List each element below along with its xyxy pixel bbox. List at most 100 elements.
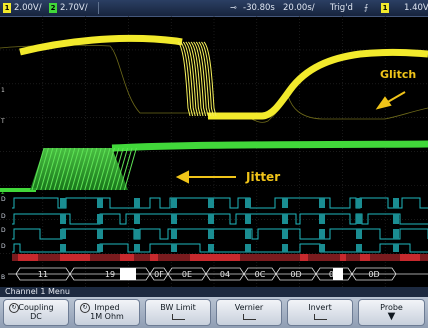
ch1-edge-trace bbox=[203, 41, 217, 117]
ch2-edge-trace bbox=[88, 147, 102, 191]
bus-activity-mark bbox=[300, 254, 308, 261]
digital-burst bbox=[134, 214, 140, 224]
status-bar: 1 2.00V/ 2 2.70V/ ⊸ -30.80s 20.00s/ Trig… bbox=[0, 0, 428, 17]
digital-burst bbox=[282, 198, 288, 208]
digital-burst bbox=[393, 229, 399, 239]
trigger-level[interactable]: 1.40V bbox=[404, 3, 428, 13]
softkey-label: Vernier bbox=[234, 303, 264, 312]
delay-icon: ⊸ bbox=[230, 3, 237, 12]
digital-burst bbox=[393, 214, 399, 224]
trigger-state: Trig'd bbox=[330, 3, 353, 13]
digital-burst bbox=[319, 214, 325, 224]
invert-softkey[interactable]: Invert bbox=[287, 299, 353, 326]
trigger-source-indicator: 1 bbox=[381, 3, 389, 13]
vernier-softkey[interactable]: Vernier bbox=[216, 299, 282, 326]
softkey-value: 1M Ohm bbox=[90, 312, 124, 321]
digital-burst bbox=[319, 198, 325, 208]
waveform-canvas: 1 T 2 Glitch bbox=[0, 16, 428, 287]
checkbox-icon bbox=[171, 314, 185, 320]
bus-packet bbox=[351, 267, 397, 281]
digital-burst bbox=[245, 244, 251, 252]
timebase-value[interactable]: 20.00s/ bbox=[283, 3, 315, 13]
coupling-softkey[interactable]: ↻ Coupling DC bbox=[3, 299, 69, 326]
digital-burst bbox=[319, 244, 325, 252]
ch1-edge-trace bbox=[180, 41, 194, 117]
ch2-indicator[interactable]: 2 bbox=[49, 3, 57, 13]
bus-activity-mark bbox=[340, 254, 346, 261]
ch1-edge-trace bbox=[188, 41, 201, 117]
svg-text:1: 1 bbox=[1, 87, 5, 94]
digital-burst bbox=[282, 229, 288, 239]
ch2-edge-trace bbox=[101, 147, 115, 191]
softkey-label: BW Limit bbox=[160, 303, 196, 312]
checkbox-icon bbox=[313, 314, 327, 320]
digital-burst bbox=[245, 198, 251, 208]
svg-text:2: 2 bbox=[1, 189, 5, 196]
svg-text:D: D bbox=[1, 196, 6, 203]
delay-value[interactable]: -30.80s bbox=[243, 3, 275, 13]
ch2-edge-trace bbox=[97, 147, 111, 191]
digital-burst bbox=[282, 244, 288, 252]
ch2-scale[interactable]: 2.70V/ bbox=[60, 3, 88, 13]
ch1-edge-trace bbox=[182, 41, 196, 117]
ch2-high-level bbox=[111, 140, 428, 152]
svg-text:D: D bbox=[1, 243, 6, 250]
digital-burst bbox=[97, 214, 103, 224]
ch2-edge-trace bbox=[31, 147, 45, 191]
digital-burst bbox=[134, 229, 140, 239]
bus-activity-mark bbox=[120, 254, 134, 261]
bus-value: 0F bbox=[154, 270, 164, 279]
ch2-edge-trace bbox=[57, 147, 71, 191]
ch1-indicator[interactable]: 1 bbox=[3, 3, 11, 13]
trigger-edge-icon: ⨍ bbox=[364, 3, 369, 12]
ch1-edge-trace bbox=[177, 41, 191, 117]
bus-marker-box bbox=[120, 268, 136, 280]
impedance-softkey[interactable]: ↻ Imped 1M Ohm bbox=[74, 299, 140, 326]
bus-marker-box bbox=[333, 268, 343, 280]
ch1-scale[interactable]: 2.00V/ bbox=[14, 3, 42, 13]
digital-burst bbox=[134, 244, 140, 252]
ch2-edge-trace bbox=[40, 147, 54, 191]
bus-activity-mark bbox=[60, 254, 90, 261]
digital-burst bbox=[393, 244, 399, 252]
digital-burst bbox=[171, 214, 177, 224]
ch2-edge-trace bbox=[75, 147, 89, 191]
ch2-edge-trace bbox=[44, 147, 58, 191]
jitter-arrow bbox=[175, 170, 236, 184]
digital-burst bbox=[60, 244, 66, 252]
digital-burst bbox=[393, 198, 399, 208]
probe-softkey[interactable]: Probe ▼ bbox=[358, 299, 425, 326]
checkbox-icon bbox=[242, 314, 256, 320]
digital-burst bbox=[134, 198, 140, 208]
digital-burst bbox=[245, 229, 251, 239]
digital-burst bbox=[356, 244, 362, 252]
ch2-edge-trace bbox=[119, 147, 133, 191]
digital-burst bbox=[60, 229, 66, 239]
digital-burst bbox=[171, 229, 177, 239]
bus-activity-mark bbox=[18, 254, 38, 261]
bus-activity-mark bbox=[150, 254, 158, 261]
ch2-edge-trace bbox=[71, 147, 85, 191]
ch2-edge-trace bbox=[79, 147, 93, 191]
bw-limit-softkey[interactable]: BW Limit bbox=[145, 299, 211, 326]
ch2-edge-trace bbox=[62, 147, 76, 191]
bus-activity-mark bbox=[190, 254, 240, 261]
ch2-edge-trace bbox=[35, 147, 49, 191]
digital-burst bbox=[208, 229, 214, 239]
digital-trace bbox=[12, 213, 428, 225]
digital-burst bbox=[356, 229, 362, 239]
ch2-edge-trace bbox=[106, 147, 120, 191]
digital-burst bbox=[245, 214, 251, 224]
ch2-edge-trace bbox=[53, 147, 67, 191]
channel-markers: 1 T 2 bbox=[0, 87, 5, 196]
bus-value: 19 bbox=[105, 270, 115, 279]
svg-text:D: D bbox=[1, 227, 6, 234]
bus-value: 0D bbox=[368, 270, 379, 279]
ch2-edge-trace bbox=[110, 147, 124, 191]
digital-burst bbox=[282, 214, 288, 224]
softkey-label: Imped bbox=[94, 303, 120, 312]
ch1-edge-trace bbox=[201, 41, 214, 117]
svg-text:T: T bbox=[0, 118, 5, 125]
jitter-label: Jitter bbox=[245, 170, 280, 184]
bus-decode-row: 11190F0E040C0D050D bbox=[8, 267, 428, 281]
